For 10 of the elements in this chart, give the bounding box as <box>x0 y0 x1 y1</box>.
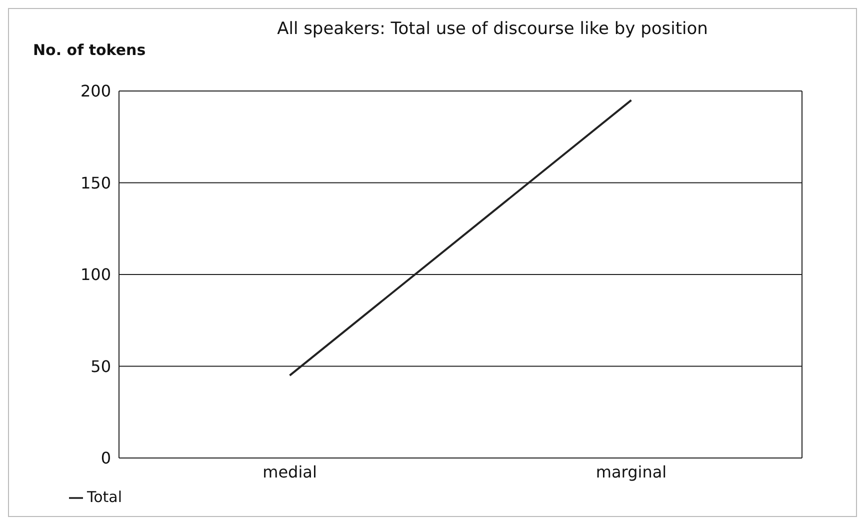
x-tick-label: medial <box>262 462 317 482</box>
x-tick-label: marginal <box>596 462 667 482</box>
y-tick-label: 100 <box>80 265 111 284</box>
y-tick-label: 50 <box>90 356 111 376</box>
y-tick-label: 0 <box>100 448 111 468</box>
y-tick-label: 200 <box>80 82 111 101</box>
y-axis-title: No. of tokens <box>33 41 146 59</box>
legend-label: Total <box>87 488 122 506</box>
y-tick-label: 150 <box>80 173 111 192</box>
chart-title: All speakers: Total use of discourse like by position <box>276 19 709 39</box>
